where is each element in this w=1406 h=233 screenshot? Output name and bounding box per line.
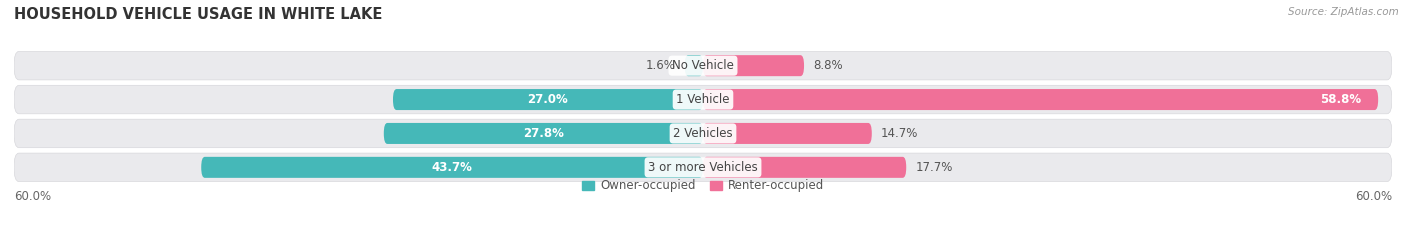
FancyBboxPatch shape	[14, 85, 1392, 114]
FancyBboxPatch shape	[14, 153, 1392, 182]
FancyBboxPatch shape	[703, 123, 872, 144]
Text: 60.0%: 60.0%	[14, 190, 51, 203]
Text: 43.7%: 43.7%	[432, 161, 472, 174]
Text: 58.8%: 58.8%	[1320, 93, 1361, 106]
FancyBboxPatch shape	[703, 55, 804, 76]
FancyBboxPatch shape	[201, 157, 703, 178]
Text: 27.0%: 27.0%	[527, 93, 568, 106]
Text: 60.0%: 60.0%	[1355, 190, 1392, 203]
FancyBboxPatch shape	[14, 119, 1392, 148]
FancyBboxPatch shape	[14, 51, 1392, 80]
Text: 3 or more Vehicles: 3 or more Vehicles	[648, 161, 758, 174]
FancyBboxPatch shape	[685, 55, 703, 76]
Text: 8.8%: 8.8%	[813, 59, 842, 72]
Text: 1 Vehicle: 1 Vehicle	[676, 93, 730, 106]
Legend: Owner-occupied, Renter-occupied: Owner-occupied, Renter-occupied	[578, 175, 828, 197]
Text: 14.7%: 14.7%	[882, 127, 918, 140]
Text: 1.6%: 1.6%	[645, 59, 675, 72]
Text: HOUSEHOLD VEHICLE USAGE IN WHITE LAKE: HOUSEHOLD VEHICLE USAGE IN WHITE LAKE	[14, 7, 382, 22]
Text: 17.7%: 17.7%	[915, 161, 953, 174]
Text: 27.8%: 27.8%	[523, 127, 564, 140]
FancyBboxPatch shape	[384, 123, 703, 144]
Text: 2 Vehicles: 2 Vehicles	[673, 127, 733, 140]
FancyBboxPatch shape	[703, 89, 1378, 110]
FancyBboxPatch shape	[703, 157, 907, 178]
Text: Source: ZipAtlas.com: Source: ZipAtlas.com	[1288, 7, 1399, 17]
FancyBboxPatch shape	[392, 89, 703, 110]
Text: No Vehicle: No Vehicle	[672, 59, 734, 72]
